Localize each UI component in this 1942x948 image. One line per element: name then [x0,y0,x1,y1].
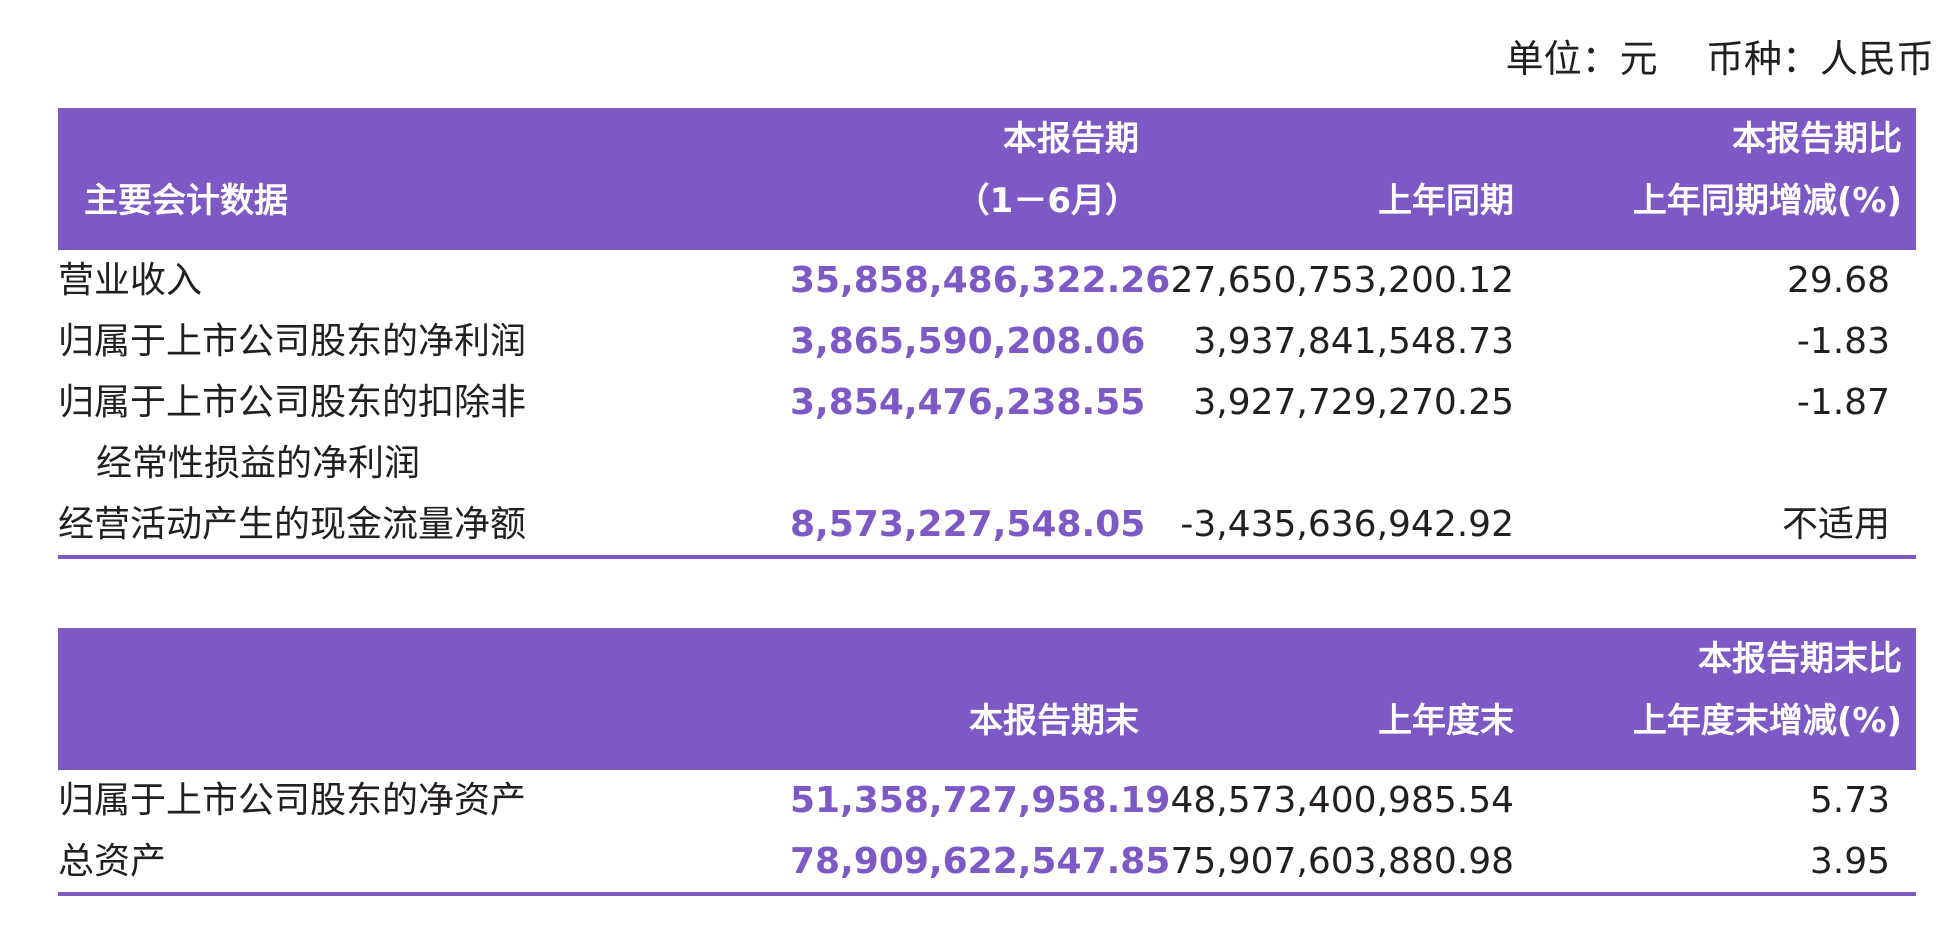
row-label: 总资产 [58,831,790,896]
table-header-row: 主要会计数据 本报告期 （1－6月） 上年同期 本报告期比 上年同期增减(%) [58,108,1916,250]
previous-value: -3,435,636,942.92 [1165,494,1540,559]
header-change-line1: 本报告期比 [1732,119,1902,159]
change-value: 不适用 [1540,494,1916,559]
table-row: 经营活动产生的现金流量净额 8,573,227,548.05 -3,435,63… [58,494,1916,559]
current-value: 51,358,727,958.19 [790,780,1171,821]
unit-currency-note: 单位：元 币种：人民币 [1505,37,1934,81]
previous-value: 75,907,603,880.98 [1165,831,1540,896]
change-value: 5.73 [1809,780,1890,821]
table-row: 归属于上市公司股东的净利润 3,865,590,208.06 3,937,841… [58,311,1916,372]
table-row: 总资产 78,909,622,547.85 75,907,603,880.98 … [58,831,1916,896]
row-label: 归属于上市公司股东的净资产 [58,780,527,821]
header-change-line2: 上年度末增减(%) [1632,701,1902,741]
previous-value: 27,650,753,200.12 [1170,260,1514,301]
previous-value: 3,927,729,270.25 [1193,382,1514,423]
table-row: 归属于上市公司股东的净资产 51,358,727,958.19 48,573,4… [58,770,1916,831]
row-label: 归属于上市公司股东的扣除非 [58,382,527,423]
header-blank [58,628,790,770]
previous-value: 48,573,400,985.54 [1170,780,1514,821]
current-value: 35,858,486,322.26 [790,260,1171,301]
header-prior-period: 上年同期 [1165,108,1540,250]
change-value: 29.68 [1786,260,1890,301]
header-prior-year-end: 上年度末 [1165,628,1540,770]
row-label: 营业收入 [58,260,203,301]
header-current-period: 本报告期 （1－6月） [790,108,1165,250]
previous-value: 3,937,841,548.73 [1193,321,1514,362]
header-change: 本报告期末比 上年度末增减(%) [1540,628,1916,770]
header-change: 本报告期比 上年同期增减(%) [1540,108,1916,250]
header-change-line1: 本报告期末比 [1698,639,1902,679]
row-label: 归属于上市公司股东的净利润 [58,321,527,362]
current-value: 8,573,227,548.05 [790,494,1165,559]
balance-data-table: 本报告期末 上年度末 本报告期末比 上年度末增减(%) 归属于上市公司股东的净资… [58,628,1916,896]
current-value: 78,909,622,547.85 [790,831,1170,896]
header-change-line2: 上年同期增减(%) [1632,181,1902,221]
header-accounting-data: 主要会计数据 [58,108,790,250]
table-row-continuation: 经常性损益的净利润 [58,433,1916,494]
table-row: 营业收入 35,858,486,322.26 27,650,753,200.12… [58,250,1916,311]
header-current-period-line1: 本报告期 [1003,119,1139,159]
change-value: 3.95 [1540,831,1916,896]
row-label: 经营活动产生的现金流量净额 [58,494,790,559]
accounting-data-table: 主要会计数据 本报告期 （1－6月） 上年同期 本报告期比 上年同期增减(%) … [58,108,1916,559]
current-value: 3,865,590,208.06 [790,321,1146,362]
change-value: -1.83 [1796,321,1890,362]
table-header-row: 本报告期末 上年度末 本报告期末比 上年度末增减(%) [58,628,1916,770]
table-row: 归属于上市公司股东的扣除非 3,854,476,238.55 3,927,729… [58,372,1916,433]
row-label-continuation: 经常性损益的净利润 [96,443,421,484]
header-current-period-line2: （1－6月） [955,181,1139,221]
header-period-end: 本报告期末 [790,628,1165,770]
current-value: 3,854,476,238.55 [790,382,1146,423]
change-value: -1.87 [1796,382,1890,423]
